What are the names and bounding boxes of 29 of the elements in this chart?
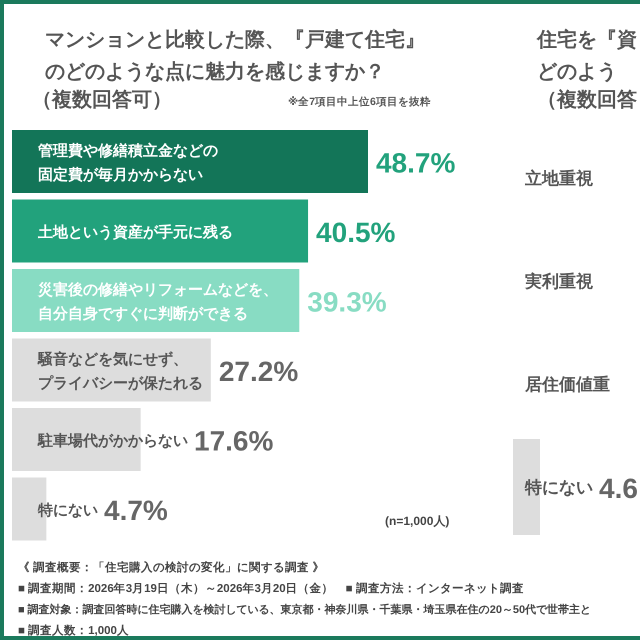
text: ■ 調査対象：調査回答時に住宅購入を検討している、東京都・神奈川県・千葉県・埼玉県在住の20～50代で世帯主と (18, 603, 592, 616)
text: ※全7項目中上位6項目を抜粋 (288, 95, 431, 108)
data-label: 4.7% (104, 495, 168, 526)
data-label: 39.3% (307, 286, 387, 318)
y-tick-label: 災害後の修繕やリフォームなどを、自分自身ですぐに判断ができる (37, 280, 278, 322)
data-label: 48.7% (376, 148, 456, 178)
chart-title: マンションと比較した際、『戸建て住宅』のどのような点に魅力を感じますか？ (45, 28, 425, 83)
text: (n=1,000人) (385, 514, 450, 528)
y-tick-label: 駐車場代がかからない (37, 432, 188, 450)
y-tick-label: 居住価値重 (524, 375, 610, 394)
text: 《 調査概要：「住宅購入の検討の変化」に関する調査 》 (18, 560, 324, 574)
chart-subtitle: （複数回答可） (32, 88, 172, 111)
text: ■ 調査人数：1,000人 (18, 623, 130, 637)
y-tick-label: 特にない (524, 478, 593, 497)
data-label: 17.6% (194, 426, 274, 456)
bar (12, 408, 141, 471)
y-tick-label: 立地重視 (524, 169, 593, 188)
y-tick-label: 管理費や修繕積立金などの固定費が毎月かからない (37, 142, 218, 184)
text: ■ 調査期間：2026年3月19日（木）～2026年3月20日（金） ■ 調査方法：インターネット調査 (18, 581, 524, 595)
y-tick-label: 土地という資産が手元に残る (37, 223, 233, 241)
data-label: 27.2% (218, 356, 298, 387)
y-tick-label: 実利重視 (524, 272, 593, 291)
text: 住宅を『資どのよう (536, 28, 637, 83)
y-tick-label: 騒音などを気にせず、プライバシーが保たれる (37, 350, 203, 392)
bar (12, 200, 308, 262)
y-tick-label: 特にない (37, 502, 98, 519)
text: （複数回答 (537, 88, 637, 111)
data-label: 4.6 (599, 473, 638, 504)
data-label: 40.5% (316, 217, 396, 248)
